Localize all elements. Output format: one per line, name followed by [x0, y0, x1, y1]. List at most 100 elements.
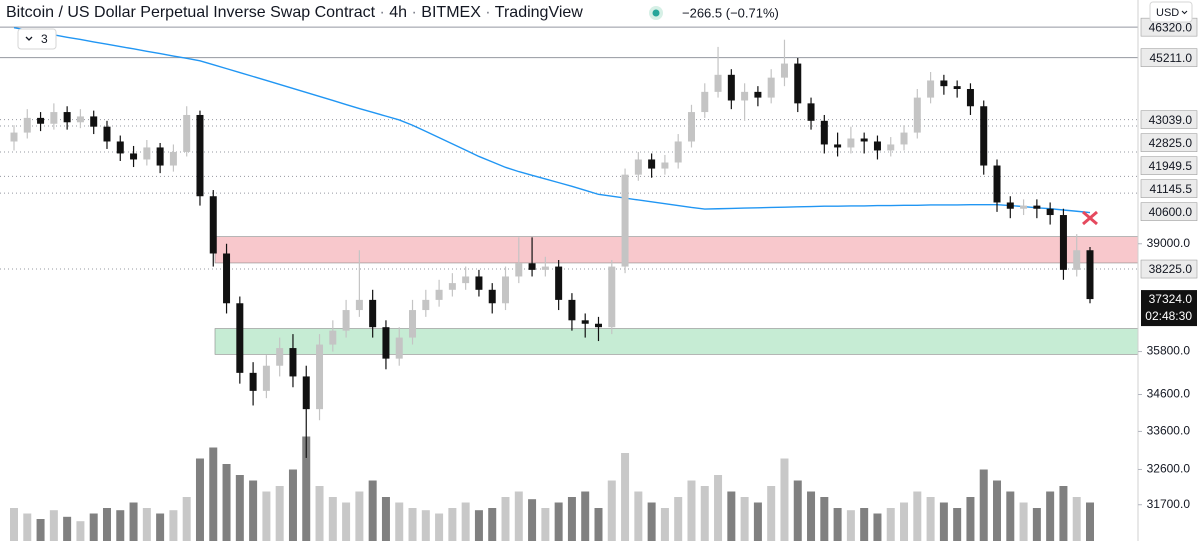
candle-body	[276, 348, 284, 366]
volume-bar	[315, 486, 324, 541]
level-label: 41949.5	[1149, 159, 1193, 173]
candle-body	[196, 114, 204, 197]
last-price: 37324.0	[1149, 292, 1193, 306]
level-label: 42825.0	[1149, 136, 1193, 150]
volume-bar	[421, 510, 430, 541]
currency: USD	[1156, 7, 1179, 19]
candle-body	[76, 116, 84, 123]
volume-bar	[49, 510, 58, 541]
price-change: −266.5 (−0.71%)	[682, 5, 779, 20]
volume-bar	[142, 508, 151, 541]
candle-body	[462, 276, 470, 284]
candle-body	[395, 337, 403, 359]
candle-body	[143, 147, 151, 160]
moving-average	[13, 27, 1091, 214]
volume-bar	[860, 508, 869, 541]
volume-bar	[886, 508, 895, 541]
candle-body	[169, 151, 177, 166]
volume-bar	[222, 464, 231, 541]
volume-bar	[979, 469, 988, 541]
level-label-box	[1140, 179, 1198, 198]
candle-body	[648, 159, 656, 169]
countdown: 02:48:30	[1145, 309, 1192, 323]
candle-body	[541, 266, 549, 270]
zone	[214, 236, 1139, 264]
level-label-box	[1140, 48, 1198, 67]
candle-body	[634, 159, 642, 175]
candle-body	[302, 376, 310, 410]
candle-body	[329, 330, 337, 345]
candle-body	[807, 103, 815, 121]
level-label: 41145.5	[1150, 182, 1193, 196]
candle-body	[834, 144, 842, 148]
volume-bar	[501, 497, 510, 541]
volume-bar	[939, 502, 948, 541]
candle-body	[1086, 250, 1094, 300]
volume-bar	[993, 480, 1002, 541]
volume-bar	[36, 519, 45, 541]
candle-body	[980, 106, 988, 166]
volume-bar	[435, 513, 444, 541]
volume-bar	[10, 508, 18, 541]
candle-body	[594, 323, 602, 328]
last-price-box	[1141, 290, 1197, 327]
zone	[214, 328, 1139, 355]
volume-bar	[209, 447, 218, 541]
indicator-toggle[interactable]	[17, 28, 57, 50]
volume-bar	[647, 502, 656, 541]
volume-bar	[182, 497, 191, 541]
candle-body	[873, 141, 881, 151]
candle-body	[900, 132, 908, 145]
volume-bar	[1046, 491, 1055, 541]
candle-body	[953, 86, 961, 90]
candle-body	[50, 112, 58, 124]
level-label-box	[1140, 202, 1198, 221]
level-label: 46320.0	[1149, 20, 1193, 34]
candle-body	[887, 144, 895, 151]
candle-body	[355, 299, 363, 311]
candle-body	[714, 74, 722, 92]
candle-body	[701, 91, 709, 113]
volume-bar	[129, 502, 138, 541]
volume-bar	[288, 469, 297, 541]
x-marker	[1082, 210, 1098, 226]
candle-body	[249, 372, 257, 391]
candle-body	[63, 112, 71, 123]
volume-bar	[833, 508, 842, 541]
candle-body	[1020, 205, 1028, 209]
candle-body	[116, 141, 124, 154]
volume-bar	[169, 510, 178, 541]
y-tick-label: 31700.0	[1147, 497, 1191, 511]
volume-bar	[448, 508, 457, 541]
candle-body	[37, 117, 45, 124]
volume-bar	[554, 502, 563, 541]
volume-bar	[900, 502, 909, 541]
candle-body	[289, 348, 297, 377]
volume-bar	[541, 508, 550, 541]
source: TradingView	[495, 4, 583, 21]
interval: 4h	[389, 4, 407, 21]
currency-button[interactable]	[1149, 1, 1193, 23]
candle-body	[448, 283, 456, 290]
candle-body	[90, 116, 98, 127]
volume-bar	[807, 491, 816, 541]
candle-body	[555, 266, 563, 300]
symbol: Bitcoin / US Dollar Perpetual Inverse Sw…	[6, 4, 583, 21]
candle-body	[130, 153, 138, 160]
candle-body	[209, 196, 217, 254]
volume-bar	[1086, 502, 1094, 541]
volume-bar	[528, 499, 537, 541]
volume-bar	[381, 497, 390, 541]
candle-body	[10, 132, 18, 142]
volume-bar	[634, 491, 643, 541]
candle-body	[820, 120, 828, 145]
volume-bar	[275, 486, 284, 541]
y-tick-label: 32600.0	[1147, 462, 1191, 476]
volume-bar	[780, 458, 789, 541]
volume-bar	[607, 480, 616, 541]
candle-body	[1046, 208, 1054, 216]
volume-bar	[1006, 491, 1015, 541]
volume-bar	[767, 486, 776, 541]
